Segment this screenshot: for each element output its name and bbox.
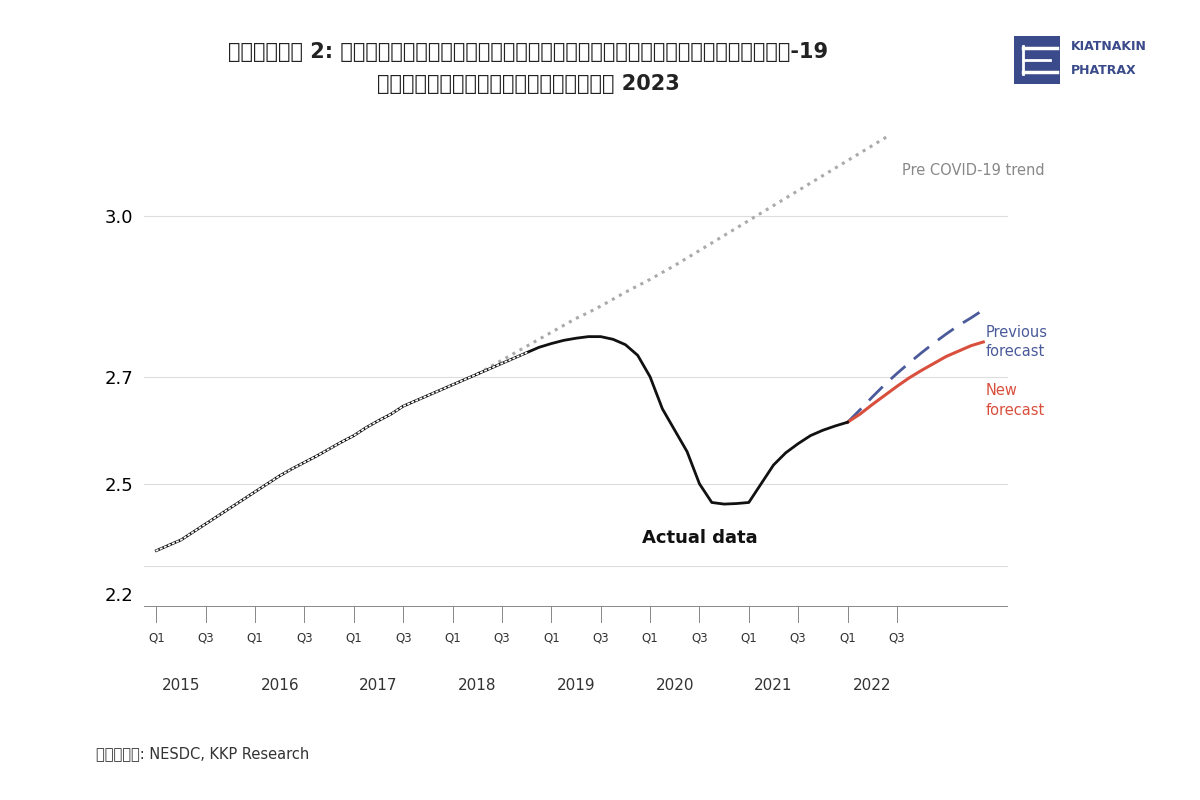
Text: 2015: 2015: [162, 678, 200, 693]
Text: 2021: 2021: [755, 678, 793, 693]
Text: Q1: Q1: [148, 632, 164, 645]
Text: PHATRAX: PHATRAX: [1070, 64, 1136, 77]
Text: Previous
forecast: Previous forecast: [985, 325, 1048, 359]
Text: Q3: Q3: [395, 632, 412, 645]
Text: ต้องใช้เวลานานถึงปี 2023: ต้องใช้เวลานานถึงปี 2023: [377, 74, 679, 94]
Text: New
forecast: New forecast: [985, 383, 1045, 418]
Text: Q1: Q1: [642, 632, 659, 645]
Text: รูปที่ 2: เศรษฐกิจไทยจะกลับไปที่ระดับก่อนโควิด-19: รูปที่ 2: เศรษฐกิจไทยจะกลับไปที่ระดับก่อ…: [228, 42, 828, 62]
Text: 2018: 2018: [458, 678, 497, 693]
Text: ที่มา: NESDC, KKP Research: ที่มา: NESDC, KKP Research: [96, 746, 310, 761]
Text: Q3: Q3: [198, 632, 214, 645]
Text: Q3: Q3: [790, 632, 806, 645]
Text: Actual data: Actual data: [642, 530, 757, 547]
Text: 2022: 2022: [853, 678, 892, 693]
Text: 2020: 2020: [655, 678, 694, 693]
Text: Q1: Q1: [346, 632, 362, 645]
Text: Q3: Q3: [593, 632, 608, 645]
Text: Q3: Q3: [889, 632, 905, 645]
Text: Q3: Q3: [296, 632, 313, 645]
Text: Q1: Q1: [542, 632, 559, 645]
Text: Q3: Q3: [691, 632, 708, 645]
Text: KIATNAKIN: KIATNAKIN: [1070, 40, 1146, 53]
Text: Q1: Q1: [247, 632, 264, 645]
Text: Q1: Q1: [740, 632, 757, 645]
Text: Q1: Q1: [839, 632, 856, 645]
Text: Q1: Q1: [444, 632, 461, 645]
Text: Pre COVID-19 trend: Pre COVID-19 trend: [902, 163, 1044, 178]
Text: 2016: 2016: [260, 678, 299, 693]
Text: Q3: Q3: [493, 632, 510, 645]
Text: 2019: 2019: [557, 678, 595, 693]
Text: 2017: 2017: [359, 678, 397, 693]
